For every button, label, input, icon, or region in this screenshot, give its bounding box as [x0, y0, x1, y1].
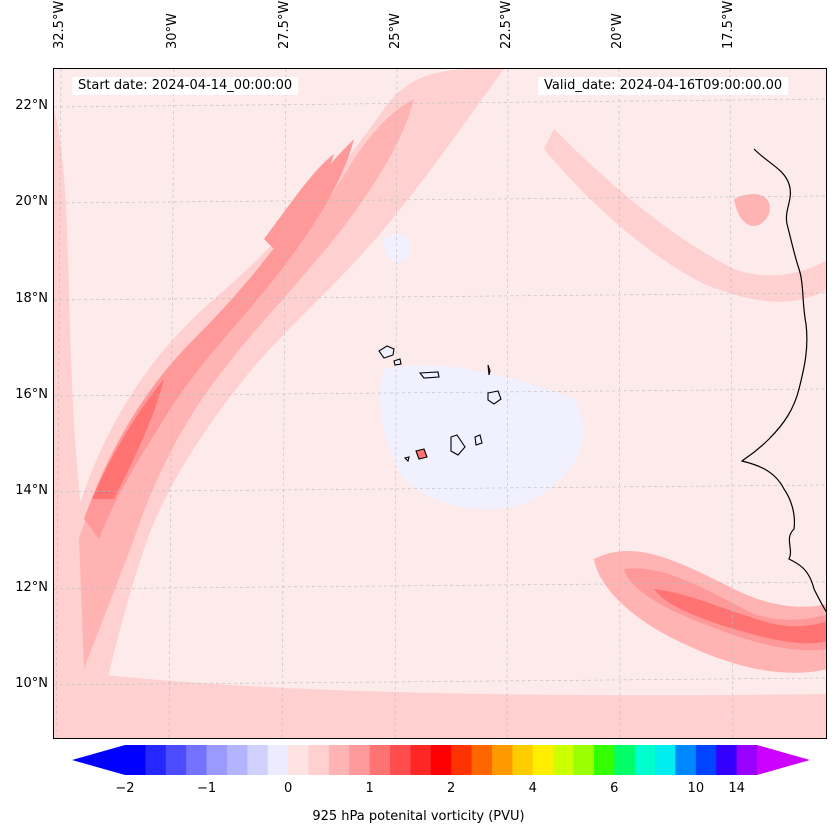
pv-contour-band-mid	[79, 99, 414, 669]
pv-contour-se-core	[654, 589, 826, 644]
colorbar-cell	[410, 745, 432, 775]
colorbar-cell	[247, 745, 269, 775]
map-panel[interactable]	[53, 68, 827, 739]
pv-contour-band-peak-2	[264, 154, 334, 249]
colorbar-cell	[573, 745, 595, 775]
lat-label-22n: 22°N	[15, 98, 48, 113]
lat-label-16n: 16°N	[15, 387, 48, 402]
lon-label-20w: 20°W	[610, 13, 625, 49]
colorbar-cell	[390, 745, 411, 775]
lon-label-25w: 25°W	[388, 13, 403, 49]
lat-label-20n: 20°N	[15, 194, 48, 209]
lon-label-27-5w: 27.5°W	[277, 0, 292, 49]
graticule	[54, 69, 826, 738]
colorbar-tick-label: −1	[196, 781, 217, 796]
colorbar-cell	[226, 745, 248, 775]
african-coastline	[740, 148, 826, 613]
colorbar-cell	[512, 745, 534, 775]
valid-date-label: Valid_date: 2024-04-16T09:00:00.00	[538, 77, 789, 95]
colorbar-cell	[655, 745, 676, 775]
colorbar	[72, 745, 810, 775]
colorbar-cell	[145, 745, 167, 775]
lat-label-18n: 18°N	[15, 291, 48, 306]
colorbar-cell	[165, 745, 187, 775]
colorbar-cell	[288, 745, 309, 775]
colorbar-cell	[553, 745, 575, 775]
colorbar-cell	[267, 745, 289, 775]
colorbar-cell	[491, 745, 513, 775]
colorbar-cell	[532, 745, 554, 775]
colorbar-tick-label: 14	[728, 781, 745, 796]
lon-label-22-5w: 22.5°W	[499, 0, 514, 49]
colorbar-over-arrow	[757, 745, 810, 775]
cape-verde-islands	[378, 345, 502, 463]
colorbar-cell	[675, 745, 697, 775]
colorbar-cell	[593, 745, 615, 775]
pv-contour-central-blue	[380, 365, 584, 510]
colorbar-cell	[308, 745, 330, 775]
colorbar-tick-label: 6	[610, 781, 619, 796]
colorbar-cell	[716, 745, 738, 775]
pv-contour-upper-right	[544, 129, 826, 302]
colorbar-tick-label: 1	[365, 781, 374, 796]
colorbar-under-arrow	[72, 745, 125, 775]
colorbar-tick-label: 10	[687, 781, 705, 796]
colorbar-cells	[125, 745, 758, 775]
colorbar-cell	[634, 745, 656, 775]
colorbar-cell	[614, 745, 636, 775]
pv-contour-ne-spot	[734, 194, 770, 226]
colorbar-cell	[430, 745, 452, 775]
pv-contour-band-core	[84, 139, 354, 539]
lon-label-17-5w: 17.5°W	[721, 0, 736, 49]
colorbar-tick-label: 2	[447, 781, 456, 796]
start-date-label: Start date: 2024-04-14_00:00:00	[72, 77, 299, 95]
colorbar-cell	[471, 745, 493, 775]
colorbar-cell	[736, 745, 758, 775]
lon-label-32-5w: 32.5°W	[52, 0, 67, 49]
colorbar-cell	[125, 745, 146, 775]
lon-label-30w: 30°W	[165, 13, 180, 49]
colorbar-tick-label: 4	[528, 781, 537, 796]
pv-contour-band-peak	[92, 379, 164, 499]
colorbar-tick-label: 0	[283, 781, 293, 796]
colorbar-cell	[186, 745, 208, 775]
colorbar-cell	[328, 745, 350, 775]
pv-contour-lower-band	[54, 669, 826, 738]
lat-label-14n: 14°N	[15, 483, 48, 498]
colorbar-cell	[369, 745, 391, 775]
pv-contour-top-blue	[384, 234, 410, 263]
colorbar-label: 925 hPa potenital vorticity (PVU)	[312, 809, 525, 824]
colorbar-cell	[451, 745, 473, 775]
colorbar-cell	[349, 745, 371, 775]
lat-label-10n: 10°N	[15, 676, 48, 691]
colorbar-cell	[695, 745, 717, 775]
lat-label-12n: 12°N	[15, 580, 48, 595]
pv-field-map	[54, 69, 826, 738]
colorbar-cell	[206, 745, 228, 775]
colorbar-tick-label: −2	[115, 781, 135, 796]
